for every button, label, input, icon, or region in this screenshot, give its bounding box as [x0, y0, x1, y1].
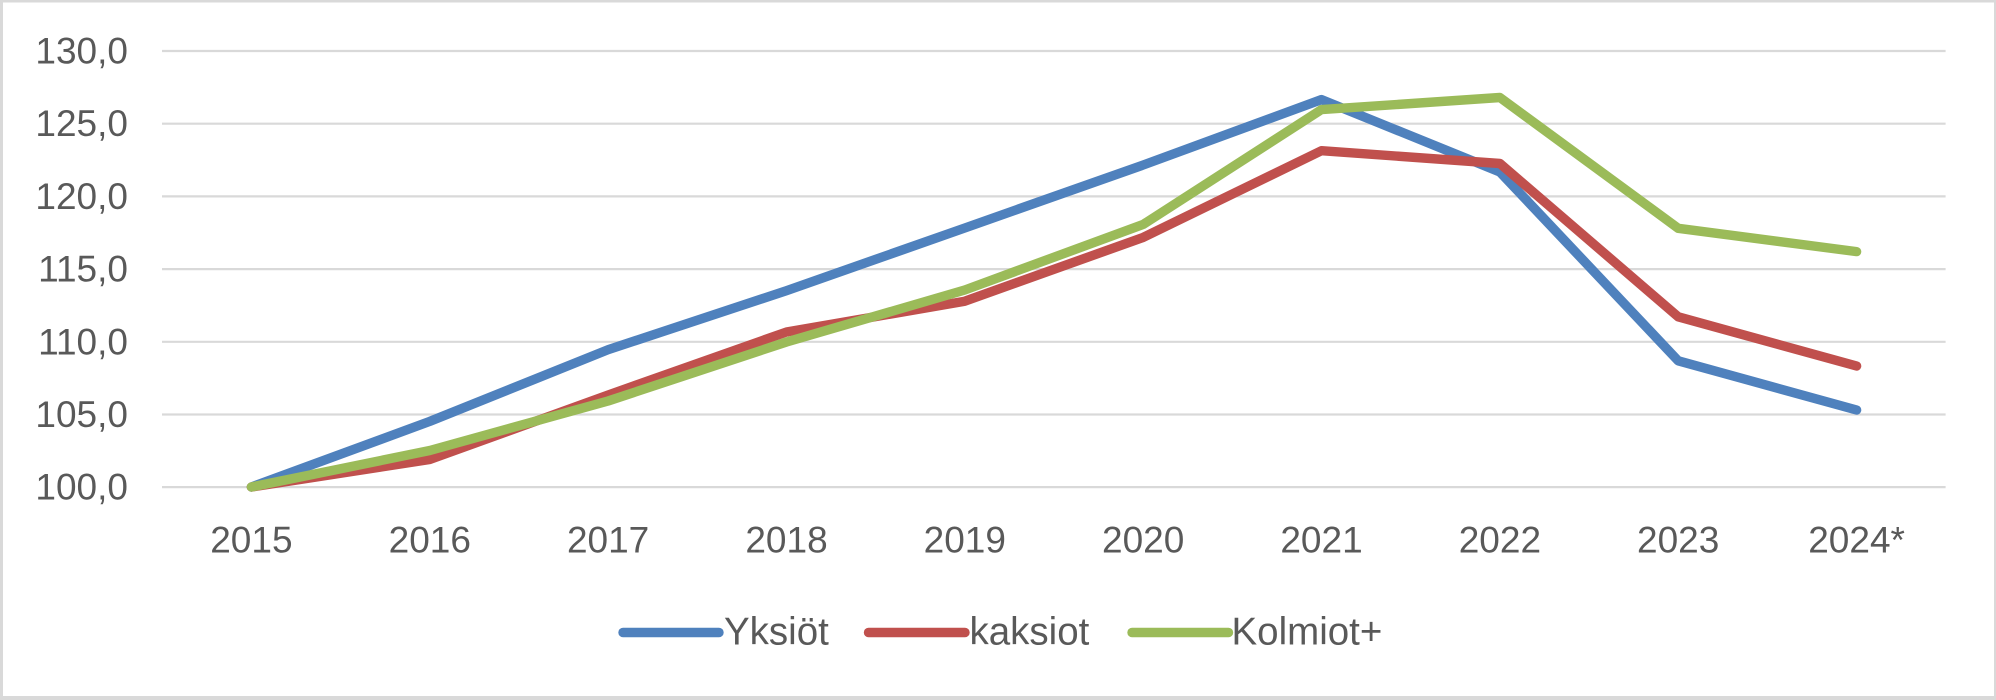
- svg-text:105,0: 105,0: [35, 394, 128, 435]
- svg-text:2017: 2017: [567, 520, 649, 561]
- svg-text:2023: 2023: [1637, 520, 1719, 561]
- svg-text:120,0: 120,0: [35, 176, 128, 217]
- svg-text:2018: 2018: [745, 520, 827, 561]
- svg-text:115,0: 115,0: [38, 249, 128, 290]
- svg-text:130,0: 130,0: [35, 31, 128, 72]
- svg-text:2019: 2019: [924, 520, 1006, 561]
- svg-text:Yksiöt: Yksiöt: [724, 611, 829, 654]
- svg-text:110,0: 110,0: [38, 321, 128, 362]
- svg-text:2022: 2022: [1459, 520, 1541, 561]
- svg-text:Kolmiot+: Kolmiot+: [1232, 611, 1383, 654]
- svg-text:kaksiot: kaksiot: [970, 611, 1090, 654]
- svg-text:2015: 2015: [210, 520, 292, 561]
- svg-text:2024*: 2024*: [1808, 520, 1905, 561]
- svg-text:2021: 2021: [1280, 520, 1362, 561]
- svg-text:125,0: 125,0: [35, 103, 128, 144]
- svg-text:100,0: 100,0: [35, 467, 128, 508]
- svg-text:2020: 2020: [1102, 520, 1184, 561]
- svg-text:2016: 2016: [389, 520, 471, 561]
